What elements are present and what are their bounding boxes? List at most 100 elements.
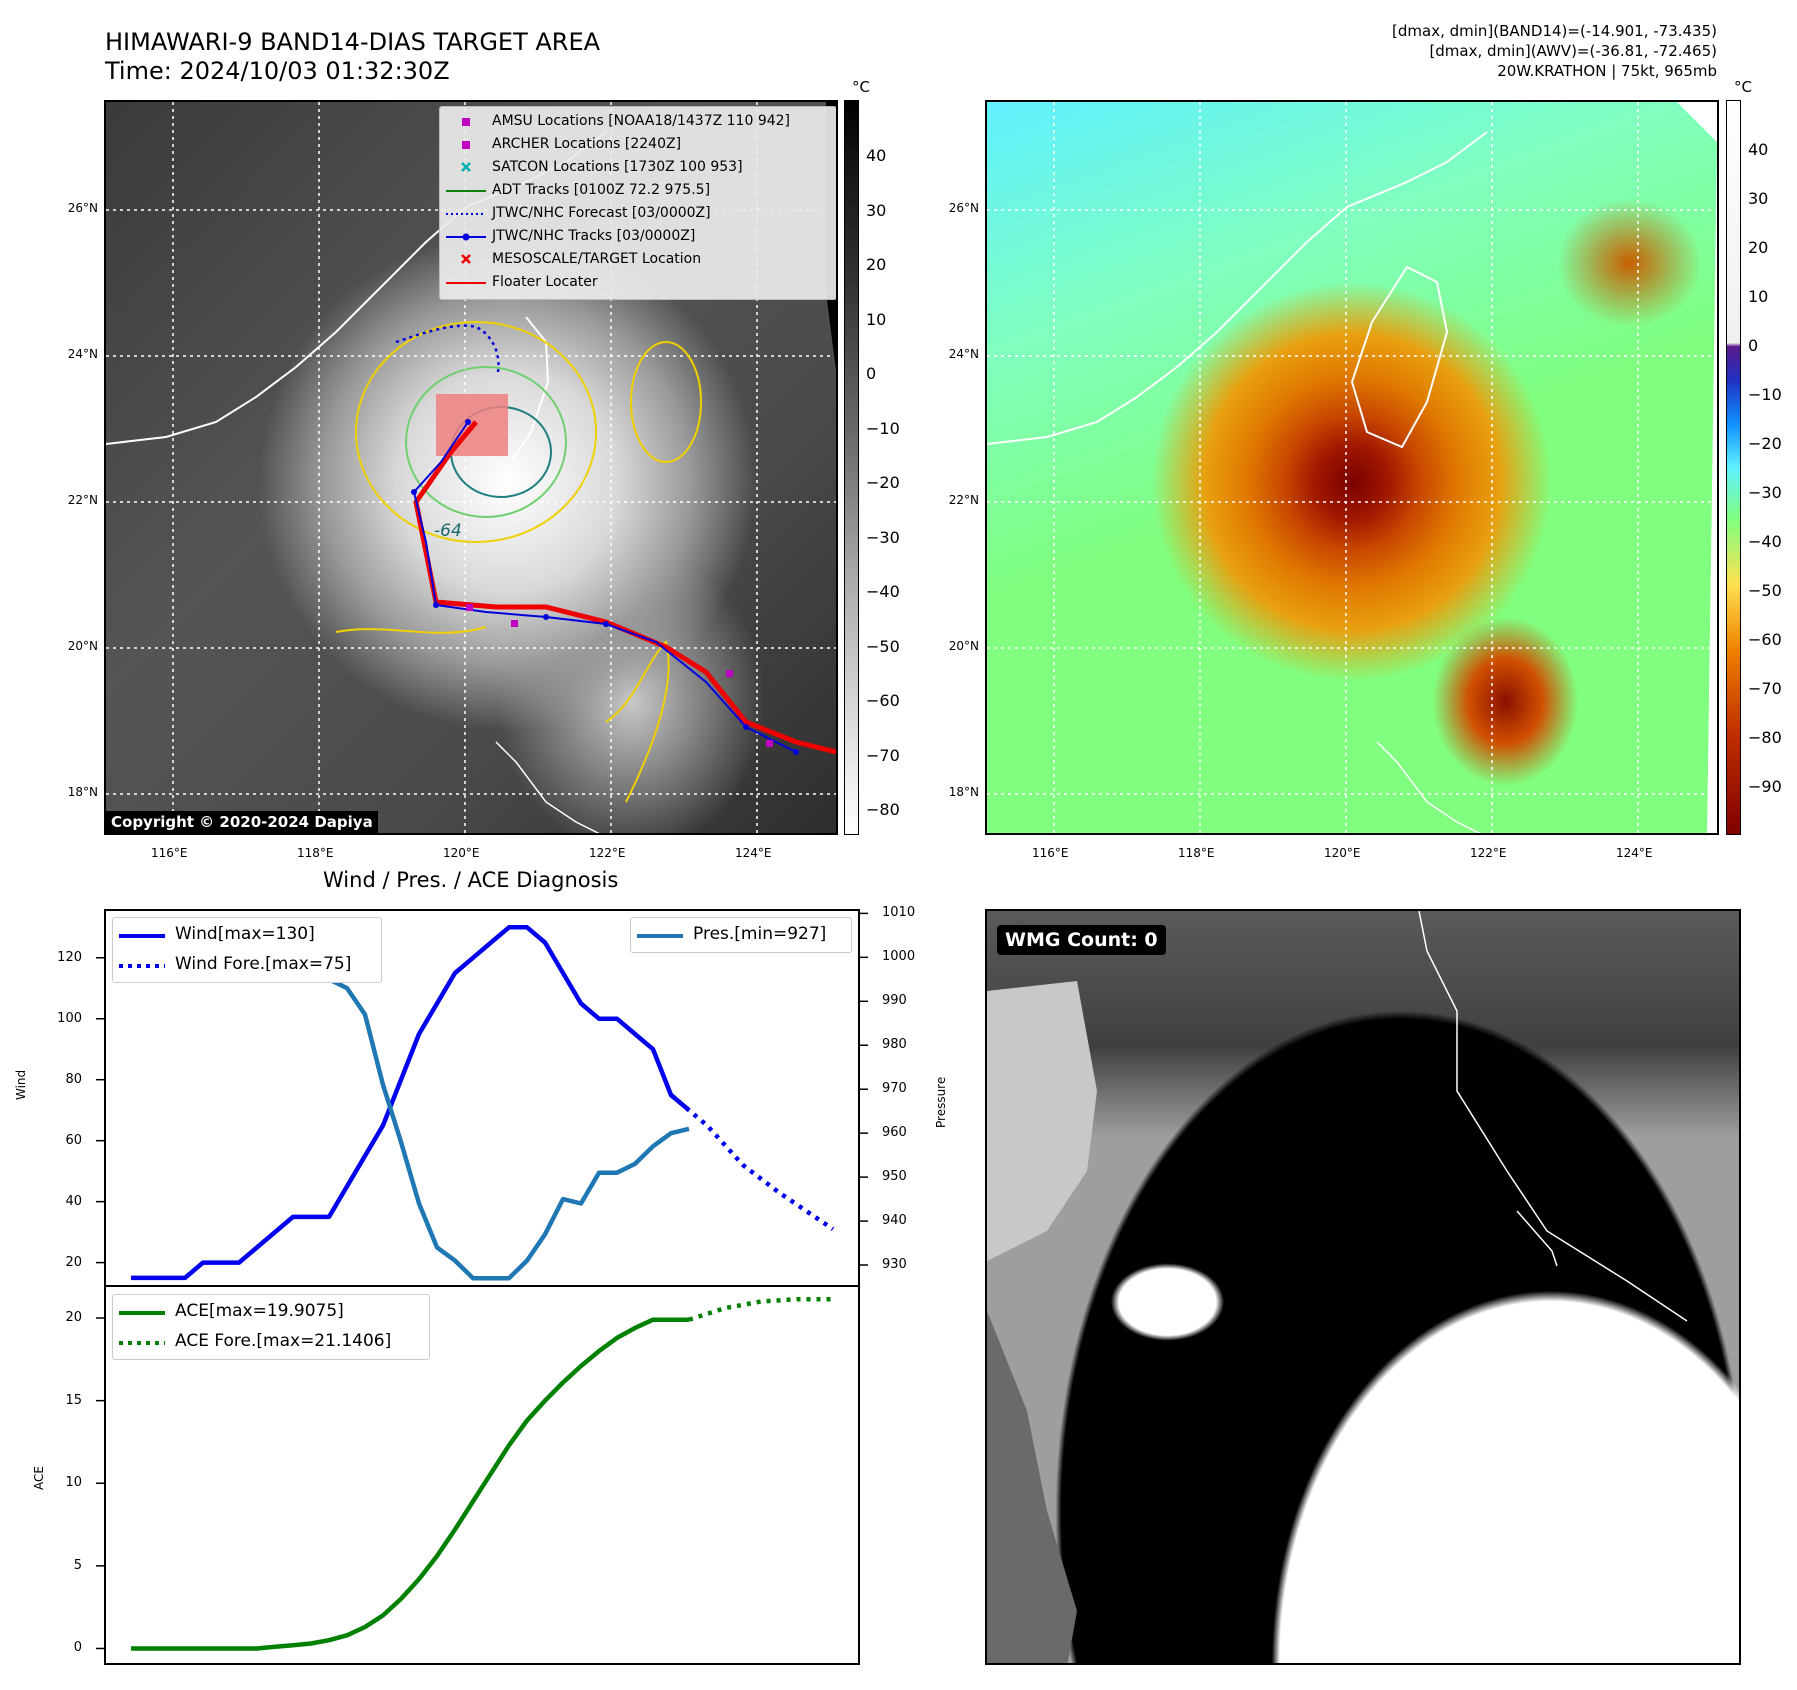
colorbar-tick: 30 <box>1748 189 1769 208</box>
colorbar-tick: −80 <box>1748 728 1782 747</box>
legend-label: ARCHER Locations [2240Z] <box>492 136 682 152</box>
lon-label: 116°E <box>151 846 188 860</box>
ir-map-overlay: -64 <box>106 102 836 833</box>
awv-coastline-taiwan <box>1350 265 1449 449</box>
legend-marker <box>462 141 470 149</box>
series-line-1 <box>669 1093 835 1231</box>
pressure-tick-label: 940 <box>882 1213 907 1229</box>
copyright-label: Copyright © 2020-2024 Dapiya <box>106 811 378 833</box>
colorbar-tick: −50 <box>1748 581 1782 600</box>
legend-marker <box>446 190 486 192</box>
ace-legend-label: ACE[max=19.9075] <box>175 1301 344 1321</box>
ir-satellite-map: -64 AMSU Locations [NOAA18/1437Z 110 942… <box>104 100 838 835</box>
lat-label: 26°N <box>67 201 98 215</box>
wind-tick-label: 80 <box>65 1071 82 1087</box>
lon-label: 120°E <box>443 846 480 860</box>
lat-label: 20°N <box>948 639 979 653</box>
ace-tick-label: 20 <box>65 1310 82 1326</box>
colorbar-tick: −40 <box>866 582 900 601</box>
legend-item: SATCON Locations [1730Z 100 953] <box>440 157 836 179</box>
lon-label: 120°E <box>1324 846 1361 860</box>
info-line3: 20W.KRATHON | 75kt, 965mb <box>1497 62 1717 80</box>
diagnosis-title: Wind / Pres. / ACE Diagnosis <box>323 868 619 892</box>
contour-label: -64 <box>434 521 462 541</box>
map-legend: AMSU Locations [NOAA18/1437Z 110 942] ARC… <box>439 106 836 300</box>
legend-label: AMSU Locations [NOAA18/1437Z 110 942] <box>492 113 791 129</box>
legend-label: MESOSCALE/TARGET Location <box>492 251 702 267</box>
awv-gridlines <box>987 102 1717 833</box>
coastline-taiwan <box>510 316 550 463</box>
lat-label: 26°N <box>948 201 979 215</box>
wind-tick-label: 20 <box>65 1254 82 1270</box>
legend-item: Floater Locater <box>440 272 836 294</box>
wmg-image: WMG Count: 0 <box>985 909 1741 1665</box>
ace-fore-legend-label: ACE Fore.[max=21.1406] <box>175 1331 392 1351</box>
colorbar-tick: −60 <box>1748 630 1782 649</box>
colorbar-tick: 20 <box>1748 238 1769 257</box>
legend-label: SATCON Locations [1730Z 100 953] <box>492 159 743 175</box>
ace-series-line-1 <box>688 1296 833 1322</box>
colorbar-tick: −30 <box>1748 483 1782 502</box>
wmg-coastline <box>1418 911 1688 1322</box>
pressure-tick-label: 1010 <box>882 905 916 921</box>
ace-chart-frame <box>104 1285 860 1665</box>
panel-title-line2: Time: 2024/10/03 01:32:30Z <box>105 57 450 85</box>
awv-map-overlay <box>987 102 1717 833</box>
colorbar-tick: −10 <box>866 418 900 438</box>
tr-cbar-unit: °C <box>1734 78 1752 96</box>
panel-title-line1: HIMAWARI-9 BAND14-DIAS TARGET AREA <box>105 28 601 56</box>
pressure-legend: Pres.[min=927] <box>630 917 852 953</box>
lat-label: 22°N <box>948 493 979 507</box>
ace-tick-label: 10 <box>65 1475 82 1491</box>
colorbar-tick: 40 <box>1748 140 1769 159</box>
info-line1: [dmax, dmin](BAND14)=(-14.901, -73.435) <box>1392 22 1717 40</box>
tr-colorbar <box>1726 100 1741 835</box>
amsu-points <box>466 604 773 747</box>
pressure-tick-label: 980 <box>882 1037 907 1053</box>
jtwc-track <box>412 421 797 753</box>
lon-label: 118°E <box>297 846 334 860</box>
colorbar-tick: −80 <box>866 800 900 819</box>
wmg-count-label: WMG Count: 0 <box>997 925 1166 955</box>
tl-cbar-unit: °C <box>852 78 870 96</box>
legend-label: Floater Locater <box>492 274 598 290</box>
pressure-tick-label: 930 <box>882 1257 907 1273</box>
colorbar-tick: 10 <box>866 309 887 329</box>
lon-label: 122°E <box>1470 846 1507 860</box>
pressure-tick-label: 1000 <box>882 949 916 965</box>
jtwc-track-points <box>411 419 799 755</box>
lon-label: 124°E <box>1616 846 1653 860</box>
ace-tick-label: 15 <box>65 1392 82 1408</box>
lon-label: 118°E <box>1178 846 1215 860</box>
pressure-legend-swatch <box>637 934 683 938</box>
tl-colorbar <box>844 100 859 835</box>
ace-legend: ACE[max=19.9075] ACE Fore.[max=21.1406] <box>112 1294 430 1360</box>
colorbar-tick: 0 <box>1748 336 1759 355</box>
colorbar-tick: −50 <box>866 636 900 656</box>
legend-marker <box>462 118 470 126</box>
legend-item: ADT Tracks [0100Z 72.2 975.5] <box>440 180 836 202</box>
legend-label: JTWC/NHC Tracks [03/0000Z] <box>492 228 696 244</box>
pressure-tick-label: 970 <box>882 1081 907 1097</box>
colorbar-tick: −20 <box>866 473 900 492</box>
series-line-0 <box>131 925 691 1281</box>
legend-item: JTWC/NHC Tracks [03/0000Z] <box>440 226 836 248</box>
colorbar-tick: 0 <box>866 364 877 383</box>
colorbar-tick: −40 <box>1748 532 1782 551</box>
legend-marker <box>446 282 486 284</box>
lat-label: 22°N <box>67 493 98 507</box>
wind-legend: Wind[max=130] Wind Fore.[max=75] <box>112 917 382 983</box>
wind-legend-swatches <box>119 934 165 968</box>
lat-label: 20°N <box>67 639 98 653</box>
ace-tick-label: 5 <box>73 1557 82 1573</box>
lon-label: 124°E <box>735 846 772 860</box>
wind-tick-label: 100 <box>57 1010 82 1026</box>
colorbar-tick: −90 <box>1748 777 1782 796</box>
legend-label: JTWC/NHC Forecast [03/0000Z] <box>492 205 711 221</box>
awv-enhanced-map <box>985 100 1719 835</box>
lat-label: 24°N <box>67 347 98 361</box>
pressure-tick-label: 960 <box>882 1125 907 1141</box>
ace-chart <box>96 1296 833 1651</box>
coastline-luzon <box>495 741 600 833</box>
lon-label: 122°E <box>589 846 626 860</box>
